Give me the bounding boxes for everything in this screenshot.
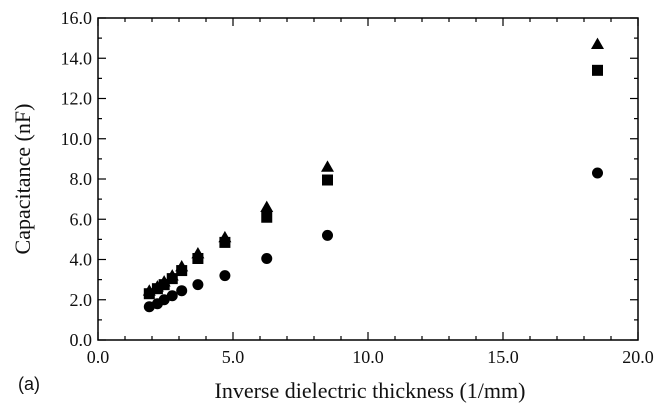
y-tick-label: 2.0 — [70, 290, 93, 310]
y-tick-label: 14.0 — [61, 48, 93, 68]
circle-point — [166, 290, 178, 302]
square-point — [151, 283, 163, 295]
circle-point — [219, 270, 231, 282]
x-tick-label: 20.0 — [622, 347, 654, 367]
y-axis: 0.0 2.0 4.0 6.0 8.0 10.0 12.0 14.0 16.0 — [61, 8, 638, 350]
square-point — [143, 288, 155, 300]
x-axis-label: Inverse dielectric thickness (1/mm) — [215, 378, 526, 403]
data-points — [142, 37, 604, 313]
y-axis-label: Capacitance (nF) — [10, 104, 35, 255]
circle-point — [261, 252, 273, 264]
square-point — [261, 211, 273, 223]
circle-point — [192, 279, 204, 291]
circle-point — [322, 229, 333, 241]
y-tick-label: 0.0 — [70, 330, 93, 350]
square-point — [322, 174, 333, 186]
y-tick-label: 12.0 — [61, 89, 93, 109]
panel-label: (a) — [18, 374, 40, 394]
x-tick-label: 0.0 — [87, 347, 110, 367]
square-point — [176, 265, 188, 277]
square-point — [192, 252, 204, 264]
y-tick-label: 6.0 — [70, 209, 93, 229]
circle-point — [592, 167, 603, 179]
triangle-point — [260, 200, 274, 213]
y-tick-label: 4.0 — [70, 250, 93, 270]
y-tick-label: 16.0 — [61, 8, 93, 28]
square-point — [592, 64, 603, 76]
x-tick-label: 15.0 — [487, 347, 519, 367]
square-point — [166, 273, 178, 285]
circle-point — [176, 285, 188, 297]
square-point — [219, 236, 231, 248]
triangle-point — [321, 160, 334, 172]
square-point — [158, 279, 170, 291]
triangle-point — [591, 37, 604, 50]
x-tick-label: 5.0 — [222, 347, 245, 367]
x-axis: 0.0 5.0 10.0 15.0 20.0 — [87, 18, 654, 367]
y-tick-label: 8.0 — [70, 169, 93, 189]
x-tick-label: 10.0 — [352, 347, 384, 367]
y-tick-label: 10.0 — [61, 129, 93, 149]
